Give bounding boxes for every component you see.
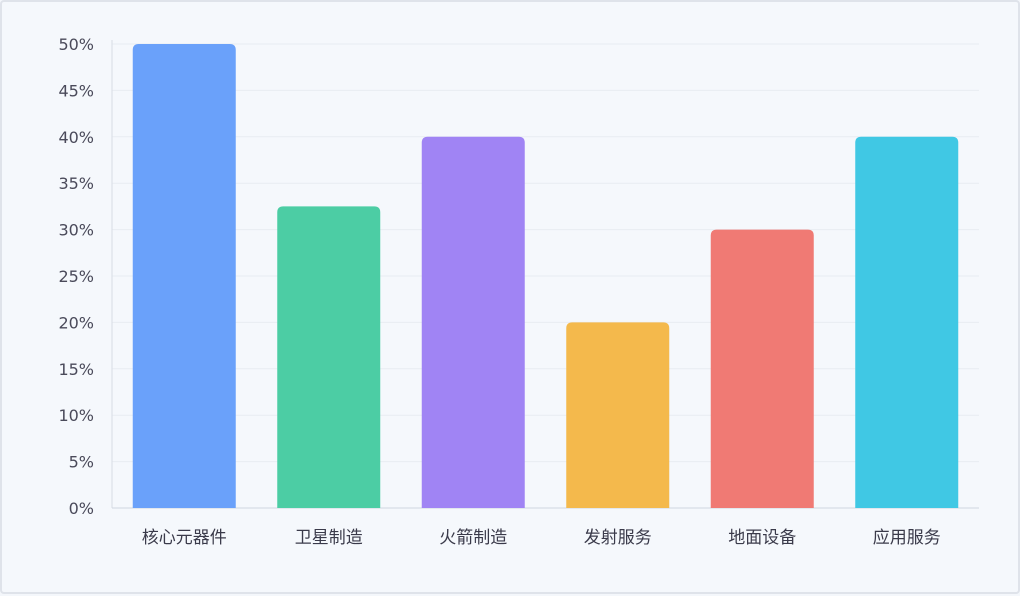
x-category-label: 地面设备 xyxy=(728,528,796,548)
y-tick-label: 45% xyxy=(58,81,94,100)
bar-2 xyxy=(421,136,525,509)
x-category-label: 卫星制造 xyxy=(295,528,363,548)
x-category-label: 核心元器件 xyxy=(142,528,227,548)
bar-0 xyxy=(132,44,236,508)
bar-5 xyxy=(855,136,959,509)
y-tick-label: 25% xyxy=(58,267,94,286)
y-tick-label: 15% xyxy=(58,360,94,379)
y-tick-label: 5% xyxy=(69,453,94,472)
y-tick-label: 30% xyxy=(58,221,94,240)
x-category-label: 发射服务 xyxy=(584,528,652,548)
y-tick-label: 40% xyxy=(58,128,94,147)
y-tick-label: 20% xyxy=(58,313,94,332)
bar-1 xyxy=(277,206,381,508)
y-tick-label: 10% xyxy=(58,406,94,425)
x-category-label: 应用服务 xyxy=(873,528,941,548)
y-tick-label: 50% xyxy=(58,35,94,54)
x-category-label: 火箭制造 xyxy=(439,528,507,548)
bar-4 xyxy=(710,229,814,508)
y-tick-label: 35% xyxy=(58,174,94,193)
y-tick-label: 0% xyxy=(69,499,94,518)
bar-3 xyxy=(566,322,670,508)
